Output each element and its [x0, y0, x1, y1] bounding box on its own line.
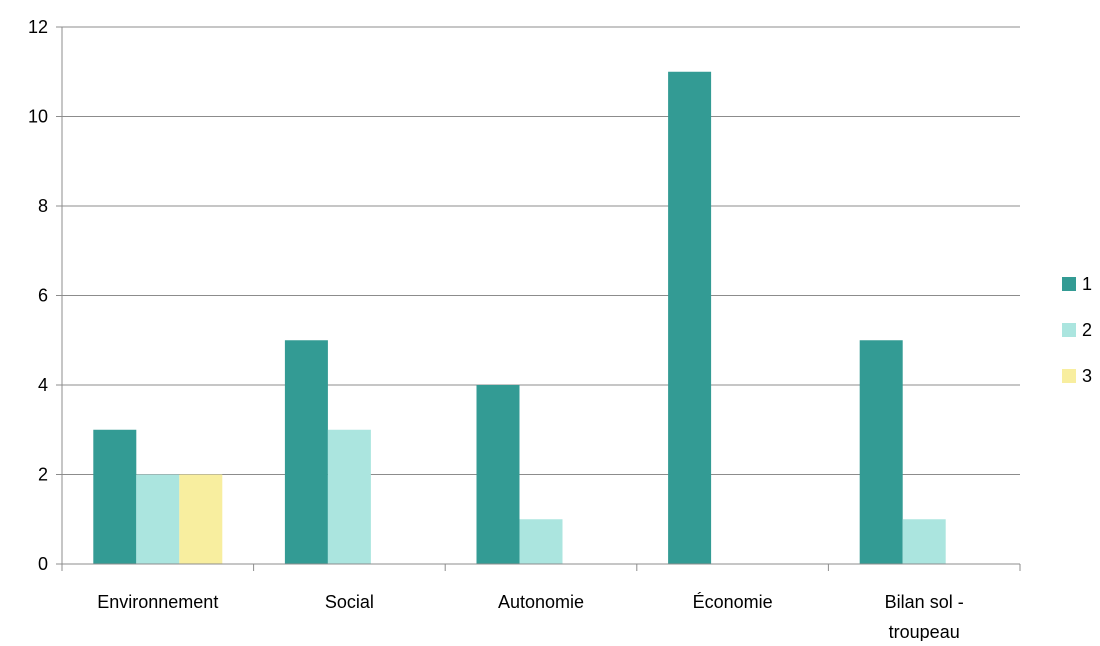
bar-series-1-1 — [93, 429, 137, 564]
legend-swatch-2 — [1062, 323, 1076, 337]
x-tick-labels: Environnement Social Autonomie Économie Bila… — [97, 592, 964, 642]
axes — [56, 26, 1021, 571]
y-tick-label: 2 — [38, 465, 48, 485]
x-tick-label: Social — [325, 592, 374, 612]
y-tick-labels: 0 2 4 6 8 10 12 — [28, 17, 48, 574]
y-tick-label: 4 — [38, 375, 48, 395]
y-tick-label: 12 — [28, 17, 48, 37]
x-tick-label: Environnement — [97, 592, 218, 612]
bar-series-1-4 — [668, 71, 712, 564]
y-tick-label: 8 — [38, 196, 48, 216]
x-tick-label: Économie — [693, 592, 773, 612]
bar-series-2-1 — [136, 474, 180, 564]
bar-series-1-5 — [859, 340, 903, 564]
legend-label-1: 1 — [1082, 274, 1092, 294]
bar-series-1-3 — [476, 385, 520, 564]
x-tick-label: Bilan sol -troupeau — [885, 592, 964, 641]
bar-series-1-2 — [284, 340, 328, 564]
bar-series-2-5 — [902, 519, 946, 564]
bar-series-2-3 — [519, 519, 563, 564]
bars — [93, 71, 946, 564]
legend-label-2: 2 — [1082, 320, 1092, 340]
y-tick-label: 0 — [38, 554, 48, 574]
y-tick-label: 6 — [38, 286, 48, 306]
bar-series-3-1 — [179, 474, 223, 564]
x-tick-label: Autonomie — [498, 592, 584, 612]
legend-swatch-1 — [1062, 277, 1076, 291]
y-tick-label: 10 — [28, 107, 48, 127]
legend: 1 2 3 — [1062, 274, 1092, 386]
legend-label-3: 3 — [1082, 366, 1092, 386]
legend-swatch-3 — [1062, 369, 1076, 383]
bar-series-2-2 — [327, 429, 371, 564]
